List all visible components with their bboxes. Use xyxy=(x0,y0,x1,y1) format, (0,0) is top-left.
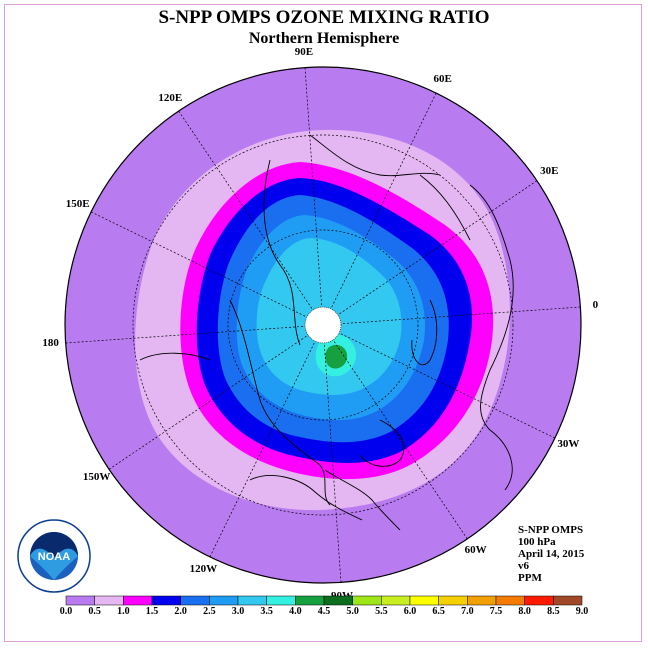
meridian-line xyxy=(304,67,324,326)
colorbar-tick-label: 0.5 xyxy=(88,606,101,617)
meridian-line xyxy=(322,324,556,439)
colorbar-tick-label: 7.0 xyxy=(461,606,474,617)
longitude-label: 150W xyxy=(82,470,111,483)
colorbar-tick-label: 0.0 xyxy=(59,606,73,617)
longitude-label: 90E xyxy=(294,45,314,58)
noaa-logo: NOAA xyxy=(17,519,91,593)
colorbar-tick-label: 7.5 xyxy=(489,606,503,617)
info-level: 100 hPa xyxy=(518,536,556,548)
colorbar-tick-label: 3.5 xyxy=(260,606,273,617)
colorbar-tick-label: 4.0 xyxy=(289,606,302,617)
polar-missing-data xyxy=(304,306,342,344)
info-units: PPM xyxy=(518,572,542,584)
longitude-label: 0 xyxy=(592,298,599,311)
longitude-label: 30W xyxy=(557,437,580,450)
band-4.0-4.5 xyxy=(325,344,348,369)
info-block: S-NPP OMPS 100 hPa April 14, 2015 v6 PPM xyxy=(518,524,584,584)
colorbar-tick-label: 8.5 xyxy=(547,606,560,617)
noaa-logo-text: NOAA xyxy=(38,551,70,563)
colorbar-tick-label: 3.0 xyxy=(231,606,245,617)
longitude-label: 150E xyxy=(65,198,90,211)
colorbar-tick-label: 2.0 xyxy=(174,606,187,617)
colorbar-tick-label: 2.5 xyxy=(203,606,216,617)
longitude-label: 30E xyxy=(540,165,559,178)
colorbar-tick-label: 8.0 xyxy=(518,606,531,617)
meridian-line xyxy=(90,211,324,326)
map-subtitle: Northern Hemisphere xyxy=(248,30,400,47)
longitude-label: 120W xyxy=(189,563,218,576)
meridian-line xyxy=(322,324,468,540)
colorbar-tick-label: 1.0 xyxy=(117,606,130,617)
longitude-label: 90W xyxy=(331,590,354,603)
colorbar-tick-label: 9.0 xyxy=(575,606,589,617)
map-title: S-NPP OMPS OZONE MIXING RATIO xyxy=(158,7,490,28)
plot-frame xyxy=(4,4,642,642)
info-version: v6 xyxy=(518,560,529,572)
info-date: April 14, 2015 xyxy=(518,548,585,560)
meridian-line xyxy=(178,110,324,326)
meridian-line xyxy=(65,324,324,344)
colorbar-tick-label: 5.5 xyxy=(375,606,388,617)
colorbar-tick-label: 6.0 xyxy=(403,606,417,617)
meridian-line xyxy=(322,324,342,583)
colorbar-tick-label: 1.5 xyxy=(145,606,159,617)
meridian-line xyxy=(108,324,324,470)
longitude-label: 60E xyxy=(433,72,452,85)
meridian-line xyxy=(322,92,437,326)
colorbar-tick-label: 5.0 xyxy=(346,606,359,617)
graticule xyxy=(65,67,581,583)
meridian-line xyxy=(322,180,538,326)
colorbar-tick-label: 4.5 xyxy=(317,606,331,617)
longitude-label: 180 xyxy=(42,337,59,350)
info-instrument: S-NPP OMPS xyxy=(518,524,584,536)
colorbar-tick-label: 6.5 xyxy=(432,606,445,617)
meridian-line xyxy=(322,306,581,326)
longitude-label: 120E xyxy=(158,91,183,104)
map-boundary xyxy=(64,66,582,584)
meridian-line xyxy=(209,324,324,558)
longitude-label: 60W xyxy=(464,544,487,557)
coastlines xyxy=(139,134,514,531)
